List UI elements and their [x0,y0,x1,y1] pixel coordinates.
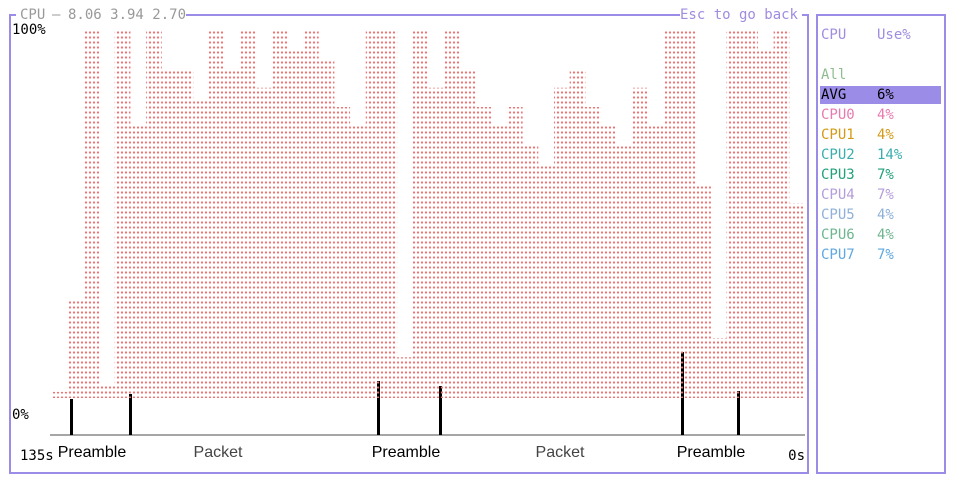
cpu-dots [585,107,602,398]
cpu-dots [632,87,649,398]
cpu-dots [679,30,696,398]
selected-row [820,86,941,104]
list-frame [816,14,946,474]
cpu-dots [428,87,445,398]
cpu-use: 4% [877,227,894,243]
marker [439,386,442,435]
cpu-dots [789,203,805,398]
cpu-dots [381,30,398,398]
x-tick-label: 0s [788,448,805,464]
cpu-dots [208,30,225,398]
cpu-dots [114,30,131,398]
hint[interactable]: Esc to go back [680,7,799,23]
marker [377,381,380,435]
y-tick-label: 0% [12,407,29,423]
cpu-dots [287,49,303,398]
cpu-use: 4% [877,207,894,223]
cpu-name: CPU5 [821,207,855,223]
cpu-use: 4% [877,127,894,143]
cpu-dots [491,126,507,398]
cpu-dots [773,30,790,398]
cpu-use: 6% [877,87,894,103]
cpu-use: 7% [877,247,894,263]
cpu-dots [742,30,758,398]
cpu-dots [52,391,68,398]
cpu-dots [67,299,84,398]
annotation: Preamble [372,444,441,461]
cpu-name: CPU2 [821,147,855,163]
col-header: Use% [877,27,911,43]
title-bg [16,6,186,24]
cpu-use: 14% [877,147,903,163]
cpu-dots [271,30,288,398]
col-header: CPU [821,27,846,43]
cpu-dots [522,145,539,398]
cpu-dots [365,30,382,398]
annotation: Preamble [58,444,127,461]
cpu-name: CPU6 [821,227,855,243]
cpu-dots [726,30,743,398]
cpu-dots [303,30,319,398]
cpu-dots [99,384,115,398]
cpu-dots [334,107,351,398]
y-tick-label: 100% [12,22,46,38]
cpu-dots [648,126,664,398]
cpu-name: CPU4 [821,187,855,203]
cpu-dots [130,126,147,398]
annotation: Packet [194,444,243,461]
title: CPU [20,7,45,23]
cpu-dots [83,30,100,398]
chart-frame [9,14,809,474]
marker [737,391,740,435]
cpu-use: 7% [877,187,894,203]
cpu-name: CPU0 [821,107,855,123]
cpu-dots [538,164,554,398]
load: 8.06 3.94 2.70 [68,7,186,23]
cpu-dots [475,107,492,398]
annotation: Preamble [677,444,746,461]
group: All [821,67,846,83]
marker [129,394,132,435]
cpu-use: 4% [877,107,894,123]
cpu-dots [397,357,413,398]
cpu-dots [177,68,194,398]
cpu-dots [318,60,335,399]
cpu-dots [240,30,256,398]
cpu-use: 7% [877,167,894,183]
cpu-dots [161,68,178,398]
cpu-dots [459,68,476,398]
cpu-dots [146,30,162,398]
cpu-dots [601,126,617,398]
marker [70,399,73,435]
cpu-name: AVG [821,87,846,103]
hint-bg [680,6,802,24]
cpu-dots [695,184,711,398]
annotation: Packet [536,444,585,461]
cpu-name: CPU7 [821,247,855,263]
cpu-dots [710,338,727,398]
separator: — [52,7,61,23]
cpu-dots [412,30,429,398]
x-tick-label: 135s [20,448,54,464]
cpu-dots [757,49,774,398]
cpu-dots [350,126,366,398]
cpu-dots [224,68,241,398]
cpu-dots [506,107,523,398]
cpu-dots [663,30,680,398]
cpu-name: CPU3 [821,167,855,183]
cpu-dots [255,87,272,398]
cpu-dots [444,30,460,398]
cpu-dots [193,99,209,399]
cpu-dots [554,87,570,398]
cpu-name: CPU1 [821,127,855,143]
cpu-dots [616,145,633,398]
cpu-dots [569,68,586,398]
